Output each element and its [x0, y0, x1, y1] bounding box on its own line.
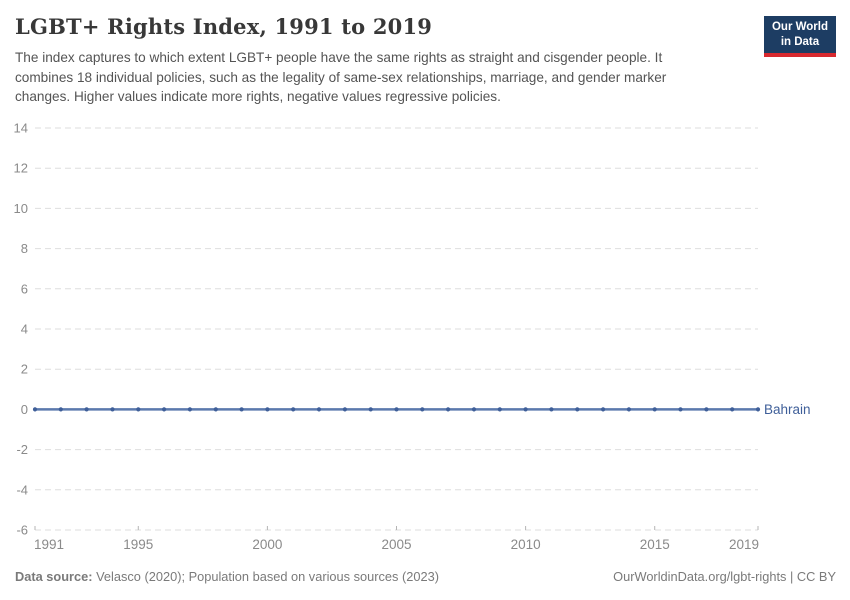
- y-axis-tick-label: -2: [16, 442, 28, 457]
- series-point: [704, 407, 709, 412]
- series-point: [678, 407, 683, 412]
- series-point: [497, 407, 502, 412]
- chart-footer: Data source: Velasco (2020); Population …: [15, 569, 836, 584]
- chart-header: LGBT+ Rights Index, 1991 to 2019 The ind…: [15, 14, 836, 107]
- series-point: [342, 407, 347, 412]
- x-axis-tick-label: 1991: [34, 537, 64, 552]
- x-axis-tick-label: 2010: [511, 537, 541, 552]
- y-axis-tick-label: -4: [16, 482, 28, 497]
- owid-logo-line1: Our World: [771, 21, 828, 33]
- series-point: [291, 407, 296, 412]
- series-point: [755, 407, 761, 412]
- footer-link[interactable]: OurWorldinData.org/lgbt-rights | CC BY: [613, 569, 836, 584]
- y-axis-tick-label: -6: [16, 523, 28, 538]
- series-point: [84, 407, 89, 412]
- owid-logo[interactable]: Our World in Data: [763, 16, 836, 57]
- series-point: [575, 407, 580, 412]
- x-axis-tick-label: 2015: [640, 537, 670, 552]
- series-point: [523, 407, 528, 412]
- series-point: [549, 407, 554, 412]
- series-point: [626, 407, 632, 412]
- series-point: [394, 407, 399, 412]
- series-point: [110, 407, 115, 412]
- y-axis-tick-label: 4: [21, 322, 28, 337]
- series-point: [265, 407, 270, 412]
- chart-subtitle: The index captures to which extent LGBT+…: [15, 50, 667, 105]
- series-point: [446, 407, 451, 412]
- series-point: [239, 407, 244, 412]
- series-point: [136, 407, 141, 412]
- series-point: [32, 407, 38, 412]
- series-point: [730, 407, 735, 412]
- series-point: [58, 407, 63, 412]
- series-label-bahrain[interactable]: Bahrain: [764, 402, 811, 417]
- series-point: [162, 407, 167, 412]
- y-axis-tick-label: 10: [14, 201, 28, 216]
- x-axis-tick-label: 2005: [381, 537, 411, 552]
- series-point: [471, 407, 477, 412]
- y-axis-tick-label: 2: [21, 362, 28, 377]
- data-source-text: Velasco (2020); Population based on vari…: [92, 569, 439, 584]
- y-axis-tick-label: 6: [21, 281, 28, 296]
- owid-logo-line2: in Data: [780, 35, 820, 48]
- data-source-label: Data source:: [15, 569, 93, 584]
- x-axis-tick-label: 2000: [252, 537, 282, 552]
- y-axis-tick-label: 8: [21, 241, 28, 256]
- series-point: [368, 407, 373, 412]
- page-title: LGBT+ Rights Index, 1991 to 2019: [15, 14, 433, 39]
- y-axis-tick-label: 12: [14, 161, 28, 176]
- series-point: [187, 407, 192, 412]
- line-chart: -6 -4 -2 0 2 4 6 8 10 12 14 1991 1995 2000 2005 2010 201…: [14, 121, 811, 553]
- series-point: [652, 407, 657, 412]
- x-axis-tick-label: 2019: [729, 537, 759, 552]
- series-point: [213, 407, 218, 412]
- y-axis-tick-label: 14: [14, 121, 28, 136]
- series-point: [420, 407, 425, 412]
- data-source-note: Data source: Velasco (2020); Population …: [15, 569, 439, 584]
- series-point: [601, 407, 606, 412]
- series-point: [316, 407, 322, 412]
- x-axis-tick-label: 1995: [123, 537, 153, 552]
- y-axis-tick-label: 0: [21, 402, 28, 417]
